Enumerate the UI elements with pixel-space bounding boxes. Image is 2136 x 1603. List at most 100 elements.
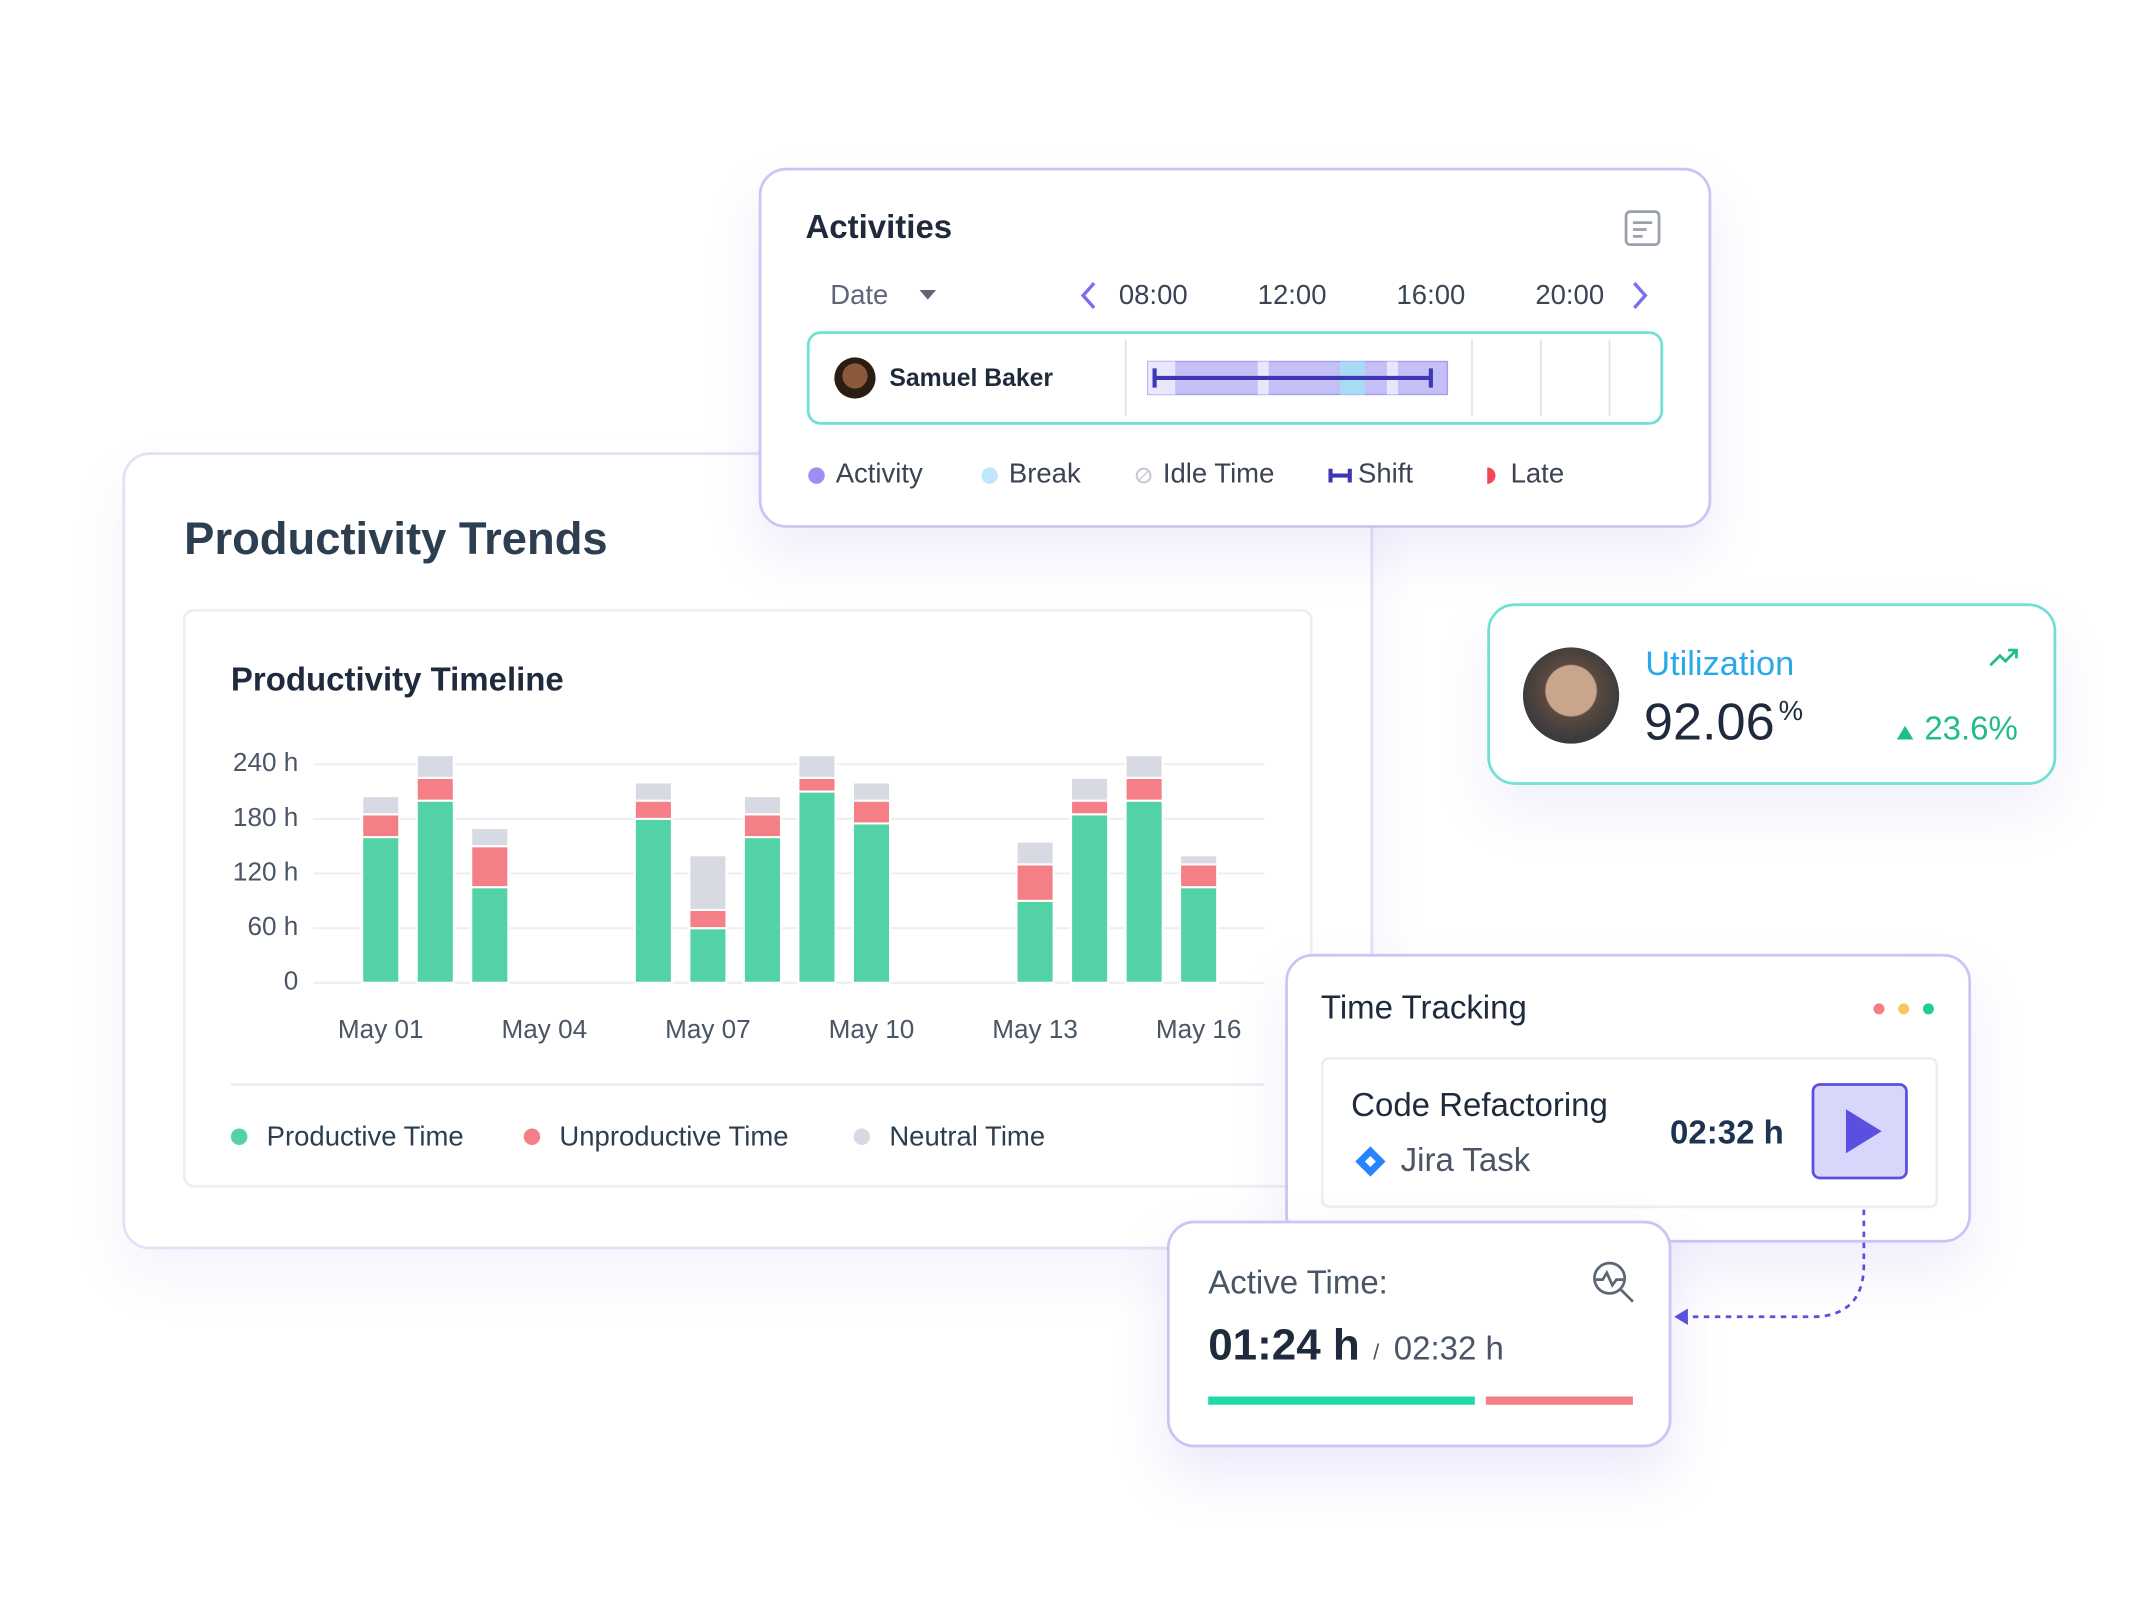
task-time: 02:32 h xyxy=(1670,1114,1784,1152)
utilization-value: 92.06 xyxy=(1643,694,1775,752)
bar-segment xyxy=(851,781,892,802)
bar-segment xyxy=(470,845,510,889)
bar-segment xyxy=(470,886,510,984)
time-tracking-title: Time Tracking xyxy=(1320,989,1527,1027)
active-time-card: Active Time: 01:24 h / 02:32 h xyxy=(1166,1220,1672,1448)
bar-segment xyxy=(742,795,783,816)
bar-segment xyxy=(415,799,455,984)
bar-segment xyxy=(742,813,783,839)
utilization-change: 23.6% xyxy=(1924,710,2018,748)
chart-title: Productivity Timeline xyxy=(231,660,564,697)
time-label: 12:00 xyxy=(1257,280,1327,311)
x-tick-label: May 10 xyxy=(829,1014,915,1044)
x-tick-label: May 16 xyxy=(1156,1014,1242,1044)
legend-marker xyxy=(853,1128,871,1145)
user-name: Samuel Baker xyxy=(889,364,1053,392)
y-tick-label: 0 xyxy=(284,966,299,996)
legend-label: Unproductive Time xyxy=(559,1120,788,1151)
active-time-value: 01:24 h xyxy=(1208,1319,1360,1370)
y-tick-label: 60 h xyxy=(247,911,298,941)
user-row: Samuel Baker xyxy=(806,331,1664,425)
x-tick-label: May 07 xyxy=(665,1014,751,1044)
time-label: 16:00 xyxy=(1396,280,1466,311)
utilization-title: Utilization xyxy=(1645,644,1795,684)
bar-segment xyxy=(851,799,892,825)
bar-segment xyxy=(1015,863,1055,902)
active-bar xyxy=(1208,1396,1475,1405)
bar-segment xyxy=(470,826,510,848)
legend-marker xyxy=(230,1128,248,1145)
bar-segment xyxy=(688,927,728,984)
prev-arrow[interactable] xyxy=(1079,280,1098,310)
task-source: Jira Task xyxy=(1400,1142,1531,1180)
idle-bar xyxy=(1485,1396,1633,1405)
bar-segment xyxy=(1015,840,1055,866)
bar-segment xyxy=(688,854,728,911)
bar-segment xyxy=(851,822,892,984)
bar-segment xyxy=(1070,776,1110,802)
legend-label: Activity xyxy=(835,459,923,490)
trend-icon xyxy=(1989,648,2018,667)
utilization-unit: % xyxy=(1778,696,1804,728)
legend-label: Late xyxy=(1510,459,1565,490)
bar-segment xyxy=(633,817,673,984)
legend-label: Break xyxy=(1008,459,1081,490)
legend-label: Shift xyxy=(1358,459,1414,490)
legend-marker xyxy=(523,1128,541,1145)
window-dots xyxy=(1873,1003,1934,1015)
time-label: 08:00 xyxy=(1118,280,1188,311)
activity-timeline xyxy=(1124,339,1611,417)
activities-title: Activities xyxy=(805,208,953,247)
bar-segment xyxy=(361,836,401,984)
y-tick-label: 120 h xyxy=(233,856,298,886)
utilization-card: Utilization 92.06 % 23.6% xyxy=(1487,603,2057,785)
bar-segment xyxy=(1070,799,1110,816)
bar-segment xyxy=(1179,854,1219,866)
bar-segment xyxy=(688,908,728,930)
user-avatar xyxy=(834,357,876,399)
bar-segment xyxy=(742,836,783,984)
bar-segment xyxy=(797,790,837,984)
legend-label: Productive Time xyxy=(267,1120,464,1151)
active-time-separator: / xyxy=(1373,1341,1380,1365)
bar-segment xyxy=(1124,799,1164,984)
bar-segment xyxy=(415,776,455,802)
time-tracking-card: Time Tracking Code Refactoring Jira Task… xyxy=(1285,953,1972,1243)
dashed-arrow xyxy=(1674,1209,1866,1326)
legend-icon xyxy=(1487,467,1496,484)
bar-segment xyxy=(797,776,837,793)
bar-segment xyxy=(1070,813,1110,984)
date-dropdown[interactable]: Date xyxy=(830,280,889,311)
legend-icon xyxy=(808,467,825,484)
legend-label: Neutral Time xyxy=(889,1120,1045,1151)
bar-segment xyxy=(361,813,401,839)
x-tick-label: May 13 xyxy=(992,1014,1078,1044)
bar-segment xyxy=(361,795,401,816)
utilization-avatar xyxy=(1522,647,1620,744)
y-tick-label: 180 h xyxy=(233,802,298,832)
active-time-label: Active Time: xyxy=(1208,1264,1388,1302)
bar-segment xyxy=(1179,886,1219,984)
play-button[interactable] xyxy=(1811,1083,1908,1180)
bar-segment xyxy=(1015,899,1055,984)
y-tick-label: 240 h xyxy=(233,747,298,777)
jira-icon xyxy=(1355,1146,1386,1177)
next-arrow[interactable] xyxy=(1630,280,1649,310)
x-tick-label: May 01 xyxy=(338,1014,424,1044)
play-icon xyxy=(1845,1109,1882,1154)
bar-segment xyxy=(797,754,837,779)
legend-icon xyxy=(1135,467,1152,484)
bar-segment xyxy=(415,754,455,779)
bar-segment xyxy=(1179,863,1219,889)
up-arrow xyxy=(1896,725,1914,740)
activities-card: Activities Date Samuel Baker 08:00 12:00 1… xyxy=(758,167,1712,528)
legend-icon xyxy=(1328,468,1352,483)
report-icon[interactable] xyxy=(1623,209,1661,247)
task-name: Code Refactoring xyxy=(1351,1087,1608,1125)
bar-segment xyxy=(633,781,673,802)
legend-icon xyxy=(981,467,998,484)
x-tick-label: May 04 xyxy=(502,1014,588,1044)
